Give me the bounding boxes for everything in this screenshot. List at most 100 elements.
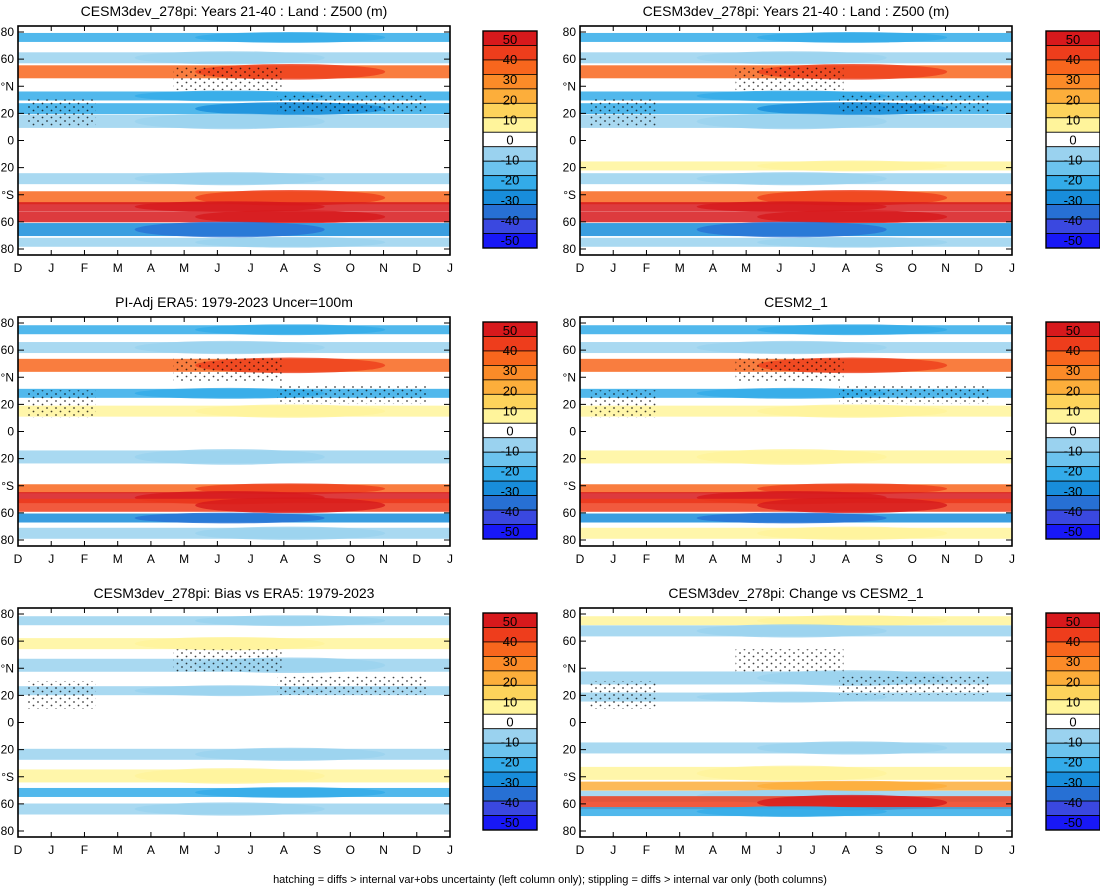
x-tick-label: D xyxy=(412,552,421,566)
x-tick-label: F xyxy=(643,261,650,275)
colorbar: 50 40 30 20 10 0 -10 -20 -30 -40 -50 xyxy=(1045,321,1100,540)
colorbar-label: 30 xyxy=(1066,363,1080,378)
colorbar-frame xyxy=(482,612,538,831)
y-tick-label: 20 xyxy=(563,452,577,466)
x-tick-label: D xyxy=(14,261,23,275)
stippling xyxy=(26,358,429,418)
colorbar-label: -50 xyxy=(501,815,520,830)
colorbar-label: -10 xyxy=(1064,153,1083,168)
stippling xyxy=(26,67,429,127)
colorbar-label: -20 xyxy=(1064,755,1083,770)
colorbar-label: 50 xyxy=(503,614,517,629)
colorbar: 50 40 30 20 10 0 -10 -20 -30 -40 -50 xyxy=(482,30,538,249)
colorbar-label: -40 xyxy=(501,213,520,228)
x-tick-label: D xyxy=(412,261,421,275)
data-bands xyxy=(18,615,450,816)
data-lobe xyxy=(195,404,386,418)
x-tick-label: S xyxy=(875,261,883,275)
x-tick-label: J xyxy=(214,261,220,275)
data-lobe xyxy=(134,637,325,651)
panel-6: CESM3dev_278pi: Change vs CESM2_1 D J F M A M J… xyxy=(563,585,1100,857)
colorbar-label: -10 xyxy=(1064,735,1083,750)
y-tick-label: 60 xyxy=(563,634,577,648)
colorbar-label: 20 xyxy=(503,674,517,689)
colorbar-label: 40 xyxy=(503,52,517,67)
stippling xyxy=(26,649,429,709)
x-tick-label: A xyxy=(147,843,155,857)
colorbar-label: 30 xyxy=(503,654,517,669)
x-tick-label: S xyxy=(875,552,883,566)
x-tick-label: J xyxy=(776,843,782,857)
data-lobe xyxy=(134,512,325,524)
data-lobe xyxy=(696,624,887,638)
colorbar-label: -50 xyxy=(501,233,520,248)
colorbar-label: -10 xyxy=(1064,444,1083,459)
y-tick-label: 20 xyxy=(563,743,577,757)
colorbar-label: 0 xyxy=(1069,133,1076,148)
y-tick-label: 20 xyxy=(1,688,15,702)
data-lobe xyxy=(134,90,325,102)
x-tick-label: O xyxy=(908,261,917,275)
stipple-region xyxy=(173,67,282,91)
data-lobe xyxy=(757,324,948,336)
colorbar: 50 40 30 20 10 0 -10 -20 -30 -40 -50 xyxy=(1045,30,1100,249)
data-lobe xyxy=(195,324,386,336)
y-tick-label: °S xyxy=(563,479,576,493)
x-tick-label: N xyxy=(379,261,388,275)
data-bands xyxy=(18,324,450,540)
y-tick-label: 80 xyxy=(1,607,15,621)
x-tick-label: J xyxy=(610,261,616,275)
y-tick-label: 80 xyxy=(563,242,577,256)
colorbar-label: 10 xyxy=(1066,403,1080,418)
x-tick-label: M xyxy=(741,843,751,857)
colorbar-frame xyxy=(482,321,538,540)
data-lobe xyxy=(195,32,386,43)
stipple-region xyxy=(735,67,844,91)
colorbar-frame xyxy=(1045,321,1100,540)
figure-footnote: hatching = diffs > internal var+obs unce… xyxy=(273,874,827,886)
data-lobe xyxy=(757,160,948,172)
data-lobe xyxy=(195,526,386,540)
x-tick-label: M xyxy=(179,843,189,857)
x-tick-label: N xyxy=(941,843,950,857)
stipple-region xyxy=(26,390,96,418)
y-tick-label: 80 xyxy=(563,316,577,330)
y-tick-label: °N xyxy=(563,661,576,675)
x-tick-label: D xyxy=(576,552,585,566)
y-tick-label: 80 xyxy=(1,533,15,547)
data-lobe xyxy=(195,236,386,248)
x-tick-label: A xyxy=(709,261,717,275)
panel-title: CESM3dev_278pi: Years 21-40 : Land : Z50… xyxy=(81,3,388,19)
colorbar-label: 0 xyxy=(506,424,513,439)
stipple-region xyxy=(839,676,991,696)
x-tick-label: J xyxy=(447,552,453,566)
panel-4: CESM2_1 D J F M A M J J A S O N D J 80 60 °N 20 0 20 °S 60 80 50… xyxy=(563,294,1100,566)
y-tick-label: 0 xyxy=(569,716,576,730)
colorbar-label: 40 xyxy=(1066,52,1080,67)
panel-title: CESM3dev_278pi: Change vs CESM2_1 xyxy=(668,585,923,601)
x-tick-label: J xyxy=(447,261,453,275)
data-lobe xyxy=(195,210,386,224)
x-tick-label: D xyxy=(14,843,23,857)
x-tick-label: J xyxy=(810,261,816,275)
x-tick-label: S xyxy=(313,261,321,275)
x-tick-label: J xyxy=(248,552,254,566)
panel-3: PI-Adj ERA5: 1979-2023 Uncer=100m D J F M A M J… xyxy=(1,294,538,566)
y-tick-label: 60 xyxy=(1,634,15,648)
x-tick-label: J xyxy=(610,843,616,857)
colorbar-label: -50 xyxy=(1064,815,1083,830)
colorbar-label: -20 xyxy=(501,464,520,479)
x-tick-label: S xyxy=(313,843,321,857)
x-tick-label: F xyxy=(643,552,650,566)
data-lobe xyxy=(757,236,948,248)
x-tick-label: M xyxy=(741,261,751,275)
colorbar-label: 20 xyxy=(503,383,517,398)
x-tick-label: M xyxy=(179,261,189,275)
x-tick-label: F xyxy=(81,261,88,275)
y-tick-label: 60 xyxy=(1,215,15,229)
colorbar-label: -10 xyxy=(501,444,520,459)
x-tick-label: M xyxy=(113,261,123,275)
x-tick-label: O xyxy=(346,552,355,566)
y-tick-label: 80 xyxy=(563,824,577,838)
x-tick-label: M xyxy=(675,261,685,275)
